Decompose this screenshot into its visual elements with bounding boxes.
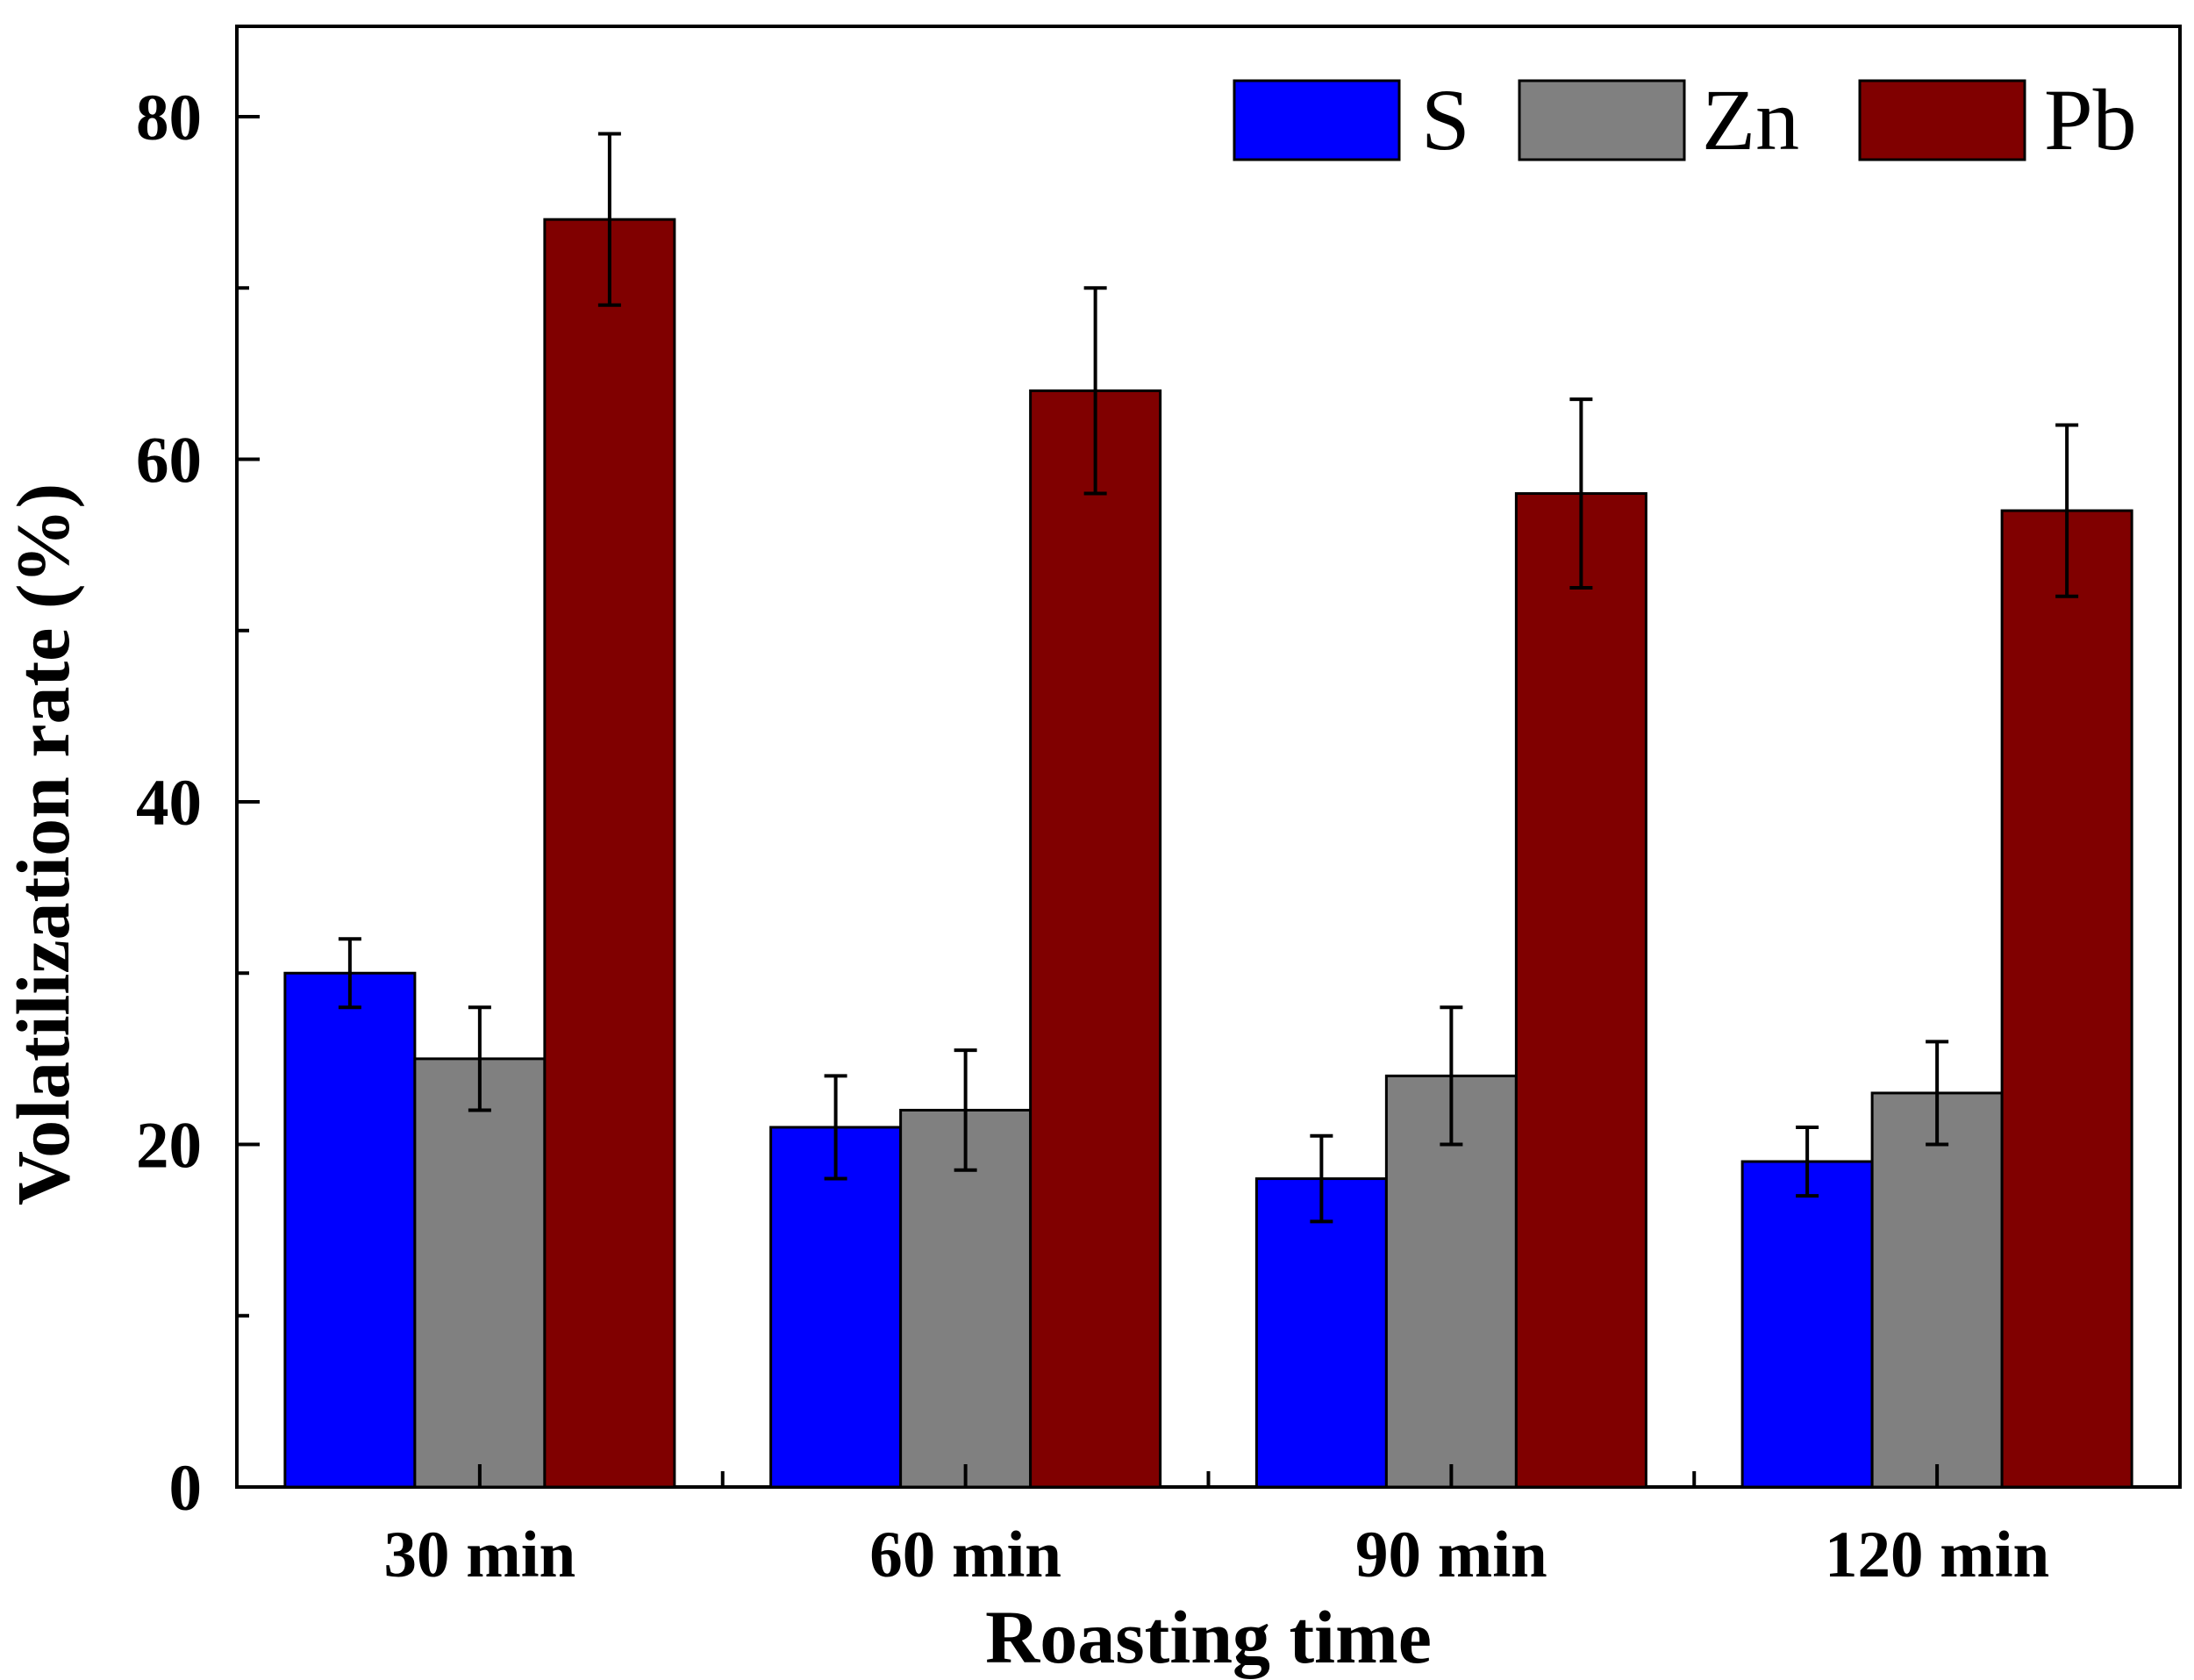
y-tick-label: 0 (169, 1452, 203, 1525)
x-tick-label: 30 min (383, 1519, 575, 1591)
bar-s-1 (283, 971, 417, 1489)
x-tick-label: 120 min (1825, 1519, 2049, 1591)
y-axis-title: Volatilization rate (%) (1, 483, 85, 1205)
legend-label-zn: Zn (1702, 71, 1799, 168)
y-tick-label: 80 (136, 82, 202, 154)
legend-label-s: S (1421, 71, 1470, 168)
y-tick-label: 60 (136, 425, 202, 497)
bar-zn-4 (1870, 1091, 2004, 1489)
legend-item-zn: Zn (1518, 71, 1799, 168)
bar-pb-3 (1514, 492, 1647, 1489)
x-axis-title: Roasting time (985, 1595, 1432, 1679)
bar-pb-2 (1029, 389, 1162, 1489)
y-tick-label: 40 (136, 767, 202, 840)
error-bar-s-2 (824, 1074, 847, 1181)
legend-item-pb: Pb (1858, 71, 2137, 168)
bar-s-2 (769, 1126, 903, 1489)
error-bar-pb-1 (597, 132, 621, 307)
x-tick-label: 60 min (869, 1519, 1061, 1591)
error-bar-pb-2 (1083, 286, 1107, 496)
legend-label-pb: Pb (2044, 71, 2137, 168)
y-tick-label: 20 (136, 1110, 202, 1183)
bar-pb-4 (2000, 509, 2133, 1489)
axis-labels: Roasting time Volatilization rate (%) (1, 483, 1432, 1679)
x-tick-label: 90 min (1355, 1519, 1547, 1591)
error-bar-zn-3 (1440, 1005, 1463, 1147)
error-bar-s-4 (1796, 1125, 1819, 1198)
legend-swatch-s (1233, 79, 1401, 161)
plot-area (235, 25, 2182, 1489)
legend-swatch-zn (1518, 79, 1686, 161)
error-bar-pb-3 (1569, 397, 1593, 590)
axis-ticks: 0 20 40 60 80 30 min 60 min 90 min 120 min (136, 82, 2049, 1591)
error-bar-zn-4 (1926, 1040, 1949, 1147)
error-bar-zn-1 (468, 1005, 491, 1112)
error-bar-pb-4 (2055, 423, 2079, 598)
bar-s-3 (1254, 1177, 1388, 1489)
legend: S Zn Pb (1233, 71, 2137, 168)
legend-swatch-pb (1858, 79, 2026, 161)
error-bar-s-3 (1310, 1133, 1333, 1224)
bar-s-4 (1740, 1160, 1874, 1489)
error-bar-zn-2 (954, 1048, 977, 1172)
error-bar-s-1 (338, 937, 361, 1010)
legend-item-s: S (1233, 71, 1470, 168)
bar-pb-1 (543, 218, 676, 1489)
bar-zn-1 (413, 1057, 547, 1489)
